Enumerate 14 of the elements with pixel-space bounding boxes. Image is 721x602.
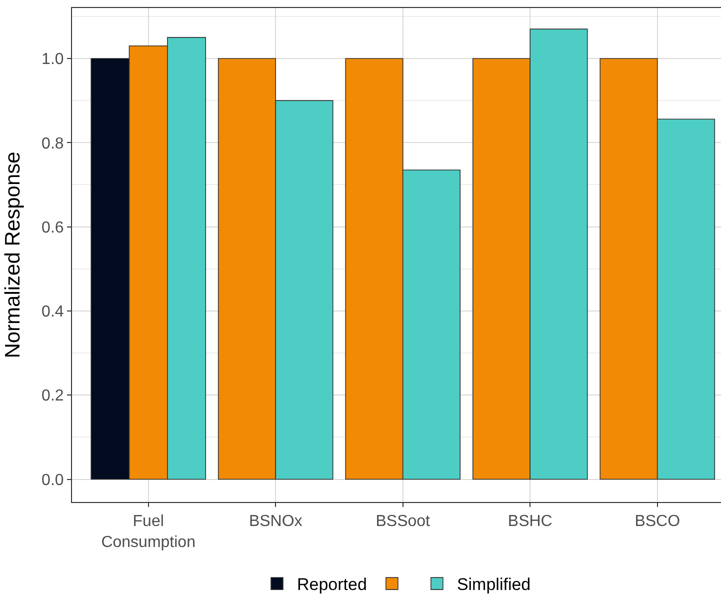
legend-label: Reported bbox=[297, 575, 367, 594]
legend-label: Simplified bbox=[456, 575, 531, 594]
x-tick-label: BSNOx bbox=[248, 513, 302, 530]
y-tick-label: 1.0 bbox=[42, 51, 64, 68]
x-tick-label: BSSoot bbox=[376, 513, 431, 530]
y-tick-label: 0.0 bbox=[42, 472, 64, 489]
y-tick-label: 0.8 bbox=[42, 135, 64, 152]
x-tick-label: Fuel Consumption bbox=[101, 513, 196, 551]
y-tick-label: 0.6 bbox=[42, 219, 64, 236]
y-axis-title: Normalized Response bbox=[2, 152, 25, 358]
y-tick-label: 0.2 bbox=[42, 388, 64, 405]
y-tick-label: 0.4 bbox=[42, 304, 64, 321]
x-tick-label: BSCO bbox=[634, 513, 680, 530]
x-tick-label: BSHC bbox=[508, 513, 552, 530]
